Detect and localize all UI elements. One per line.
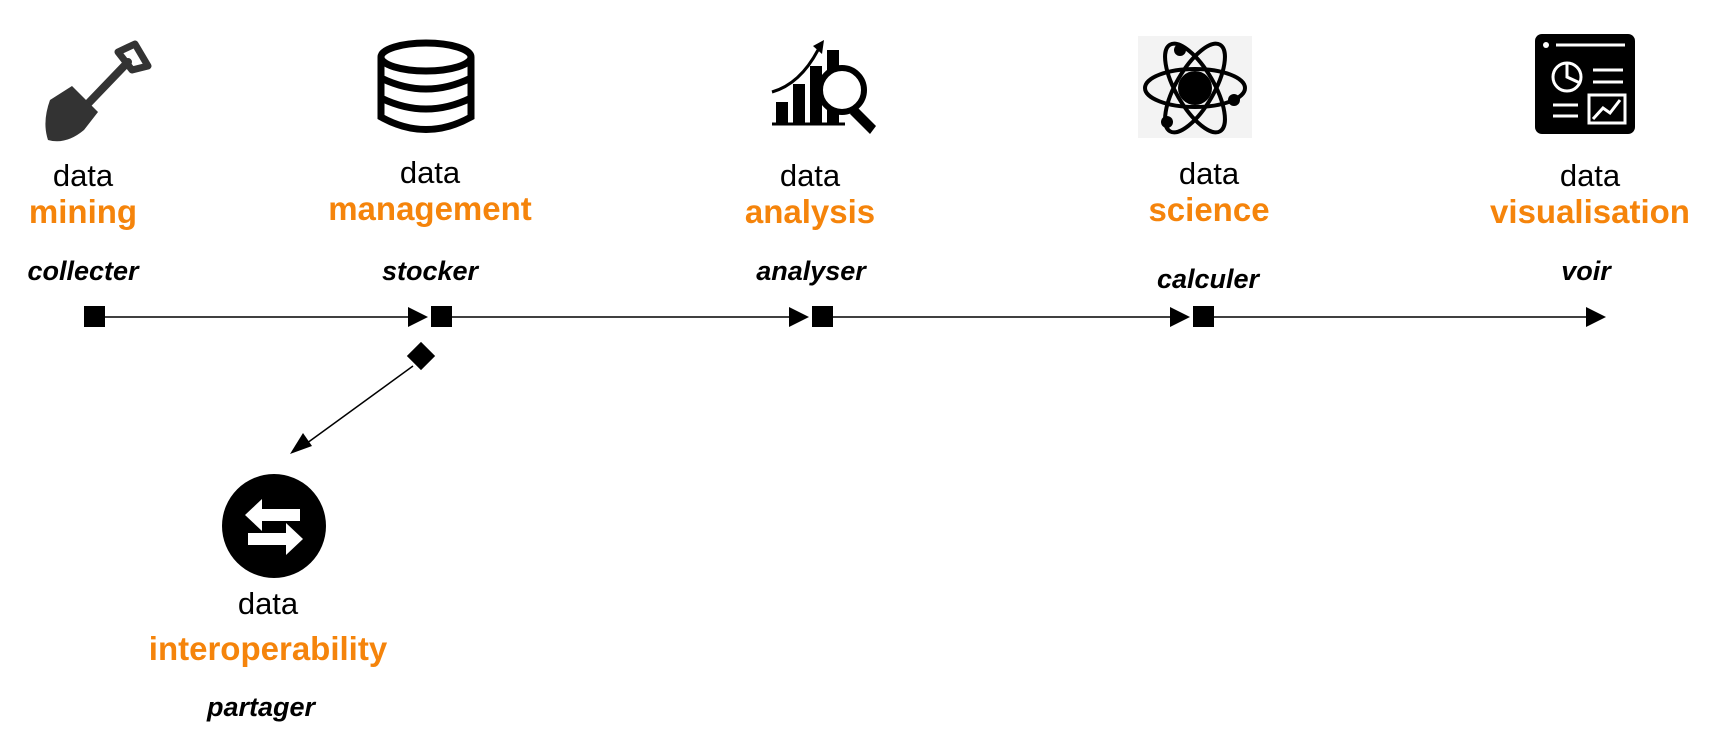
node-science bbox=[1193, 306, 1214, 327]
database-icon bbox=[377, 39, 475, 133]
stage-term: management bbox=[328, 190, 532, 227]
stage-word: data bbox=[779, 158, 841, 193]
stage-term: visualisation bbox=[1490, 193, 1690, 230]
node-branch-diamond bbox=[406, 341, 436, 371]
stage-interoperability: data interoperability bbox=[138, 588, 398, 665]
timeline bbox=[104, 307, 1606, 454]
stage-term: interoperability bbox=[148, 630, 388, 667]
stage-management: data management bbox=[300, 157, 560, 225]
stage-word: data bbox=[237, 586, 299, 621]
stage-term: science bbox=[1148, 191, 1270, 228]
stage-science: data science bbox=[1079, 158, 1339, 226]
arrowhead bbox=[408, 307, 428, 327]
timeline-nodes bbox=[84, 306, 1214, 371]
arrow-management-to-interoperability bbox=[302, 365, 414, 447]
stage-mining: data mining bbox=[0, 160, 213, 228]
stage-word: data bbox=[52, 158, 114, 193]
stage-verb-analysis: analyser bbox=[756, 256, 866, 286]
stage-verb-interoperability: partager bbox=[206, 692, 316, 722]
stage-verb-visualisation: voir bbox=[1561, 256, 1611, 286]
stage-term: mining bbox=[28, 193, 138, 230]
stage-term: analysis bbox=[744, 193, 876, 230]
stage-word: data bbox=[1178, 156, 1240, 191]
arrowhead bbox=[1170, 307, 1190, 327]
chart-magnifier-icon bbox=[771, 40, 876, 134]
stage-visualisation: data visualisation bbox=[1460, 160, 1719, 228]
stage-verb-science: calculer bbox=[1156, 264, 1260, 294]
exchange-arrows-icon bbox=[222, 474, 326, 578]
arrowhead bbox=[290, 433, 312, 454]
atom-icon bbox=[1138, 36, 1252, 138]
stage-verb-mining: collecter bbox=[27, 256, 139, 286]
shovel-icon bbox=[45, 40, 152, 142]
arrowhead bbox=[1586, 307, 1606, 327]
node-mining bbox=[84, 306, 105, 327]
node-management bbox=[431, 306, 452, 327]
dashboard-icon bbox=[1535, 34, 1635, 134]
arrowhead bbox=[789, 307, 809, 327]
node-analysis bbox=[812, 306, 833, 327]
stage-verb-management: stocker bbox=[381, 256, 479, 286]
stage-word: data bbox=[399, 155, 461, 190]
stage-analysis: data analysis bbox=[680, 160, 940, 228]
stage-word: data bbox=[1559, 158, 1621, 193]
